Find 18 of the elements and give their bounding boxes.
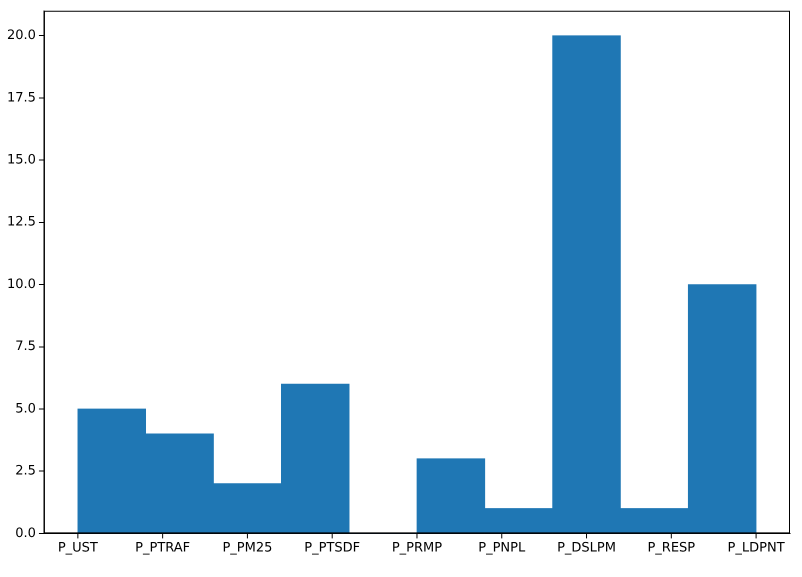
y-tick-label: 10.0 — [6, 276, 36, 292]
text: P_LDPNT — [728, 540, 785, 556]
text: P_DSLPM — [557, 540, 616, 556]
y-tick-label: 17.5 — [6, 90, 36, 106]
text: P_PTSDF — [304, 540, 360, 556]
y-tick-label: 7.5 — [15, 339, 36, 354]
text: P_PM25 — [222, 540, 272, 556]
text: P_PRMP — [392, 540, 442, 556]
y-tick-label: 2.5 — [15, 464, 36, 479]
text: P_RESP — [647, 540, 696, 556]
text: P_PTRAF — [135, 540, 190, 556]
text: P_UST — [58, 540, 98, 556]
y-tick-label: 20.0 — [6, 28, 36, 44]
text: P_PNPL — [478, 540, 526, 556]
y-tick-label: 0.0 — [15, 526, 36, 541]
y-tick-label: 12.5 — [6, 214, 36, 230]
y-tick-label: 5.0 — [15, 401, 36, 416]
y-tick-label: 15.0 — [6, 152, 36, 168]
